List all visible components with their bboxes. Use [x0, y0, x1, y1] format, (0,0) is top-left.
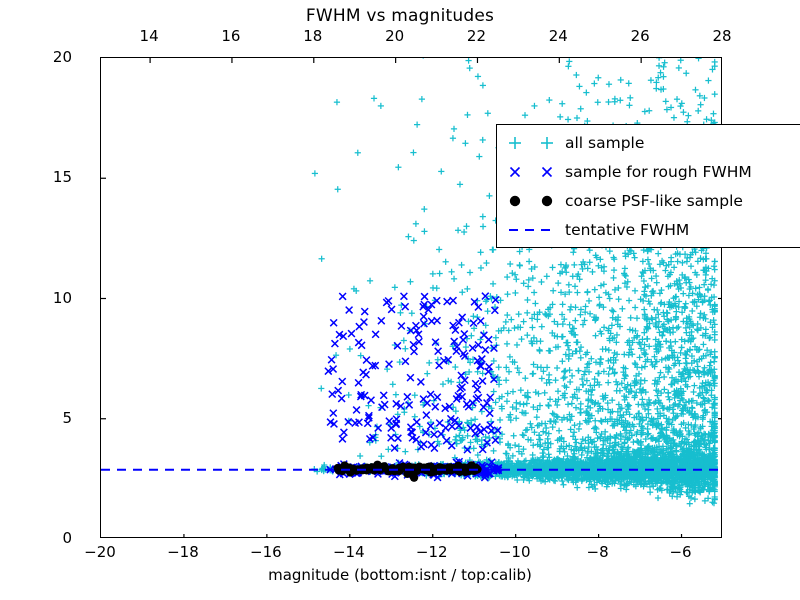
- x-tick-label-bottom: −10: [499, 543, 531, 561]
- page-title: FWHM vs magnitudes: [0, 6, 800, 26]
- x-tick-label-bottom: −20: [84, 543, 116, 561]
- x-tick-label-bottom: −14: [333, 543, 365, 561]
- dashed-line-marker-icon: [497, 219, 565, 241]
- legend-entry-sample-for-rough-fwhm: sample for rough FWHM: [497, 157, 800, 186]
- legend-label: tentative FWHM: [565, 221, 689, 239]
- legend-label: sample for rough FWHM: [565, 163, 752, 181]
- x-axis-label: magnitude (bottom:isnt / top:calib): [0, 566, 800, 584]
- axis-tick-marks: [101, 58, 721, 537]
- x-tick-label-bottom: −18: [167, 543, 199, 561]
- x-tick-label-top: 28: [712, 27, 731, 45]
- x-tick-label-top: 16: [221, 27, 240, 45]
- x-tick-label-bottom: −12: [416, 543, 448, 561]
- legend-entry-tentative-fwhm: tentative FWHM: [497, 215, 800, 244]
- x-tick-label-top: 24: [549, 27, 568, 45]
- x-tick-label-top: 20: [385, 27, 404, 45]
- plot-axes: all sample sample for rough FWHM: [100, 57, 800, 538]
- plus-marker-icon: [497, 132, 565, 154]
- y-tick-label: 0: [62, 529, 72, 547]
- x-tick-label-bottom: −6: [669, 543, 691, 561]
- x-tick-label-top: 18: [303, 27, 322, 45]
- x-tick-label-bottom: −16: [250, 543, 282, 561]
- x-tick-label-top: 26: [631, 27, 650, 45]
- y-tick-label: 20: [53, 48, 72, 66]
- cross-marker-icon: [497, 161, 565, 183]
- y-tick-label: 15: [53, 168, 72, 186]
- y-tick-label: 10: [53, 289, 72, 307]
- tentative-fwhm-line: [101, 468, 721, 471]
- x-tick-label-top: 14: [140, 27, 159, 45]
- legend-label: all sample: [565, 134, 644, 152]
- dot-marker-icon: [497, 190, 565, 212]
- x-tick-label-top: 22: [467, 27, 486, 45]
- y-tick-label: 5: [62, 409, 72, 427]
- legend-entry-all-sample: all sample: [497, 128, 800, 157]
- x-tick-label-bottom: −8: [587, 543, 609, 561]
- legend: all sample sample for rough FWHM: [496, 124, 800, 248]
- legend-entry-coarse-psf-like-sample: coarse PSF-like sample: [497, 186, 800, 215]
- legend-label: coarse PSF-like sample: [565, 192, 743, 210]
